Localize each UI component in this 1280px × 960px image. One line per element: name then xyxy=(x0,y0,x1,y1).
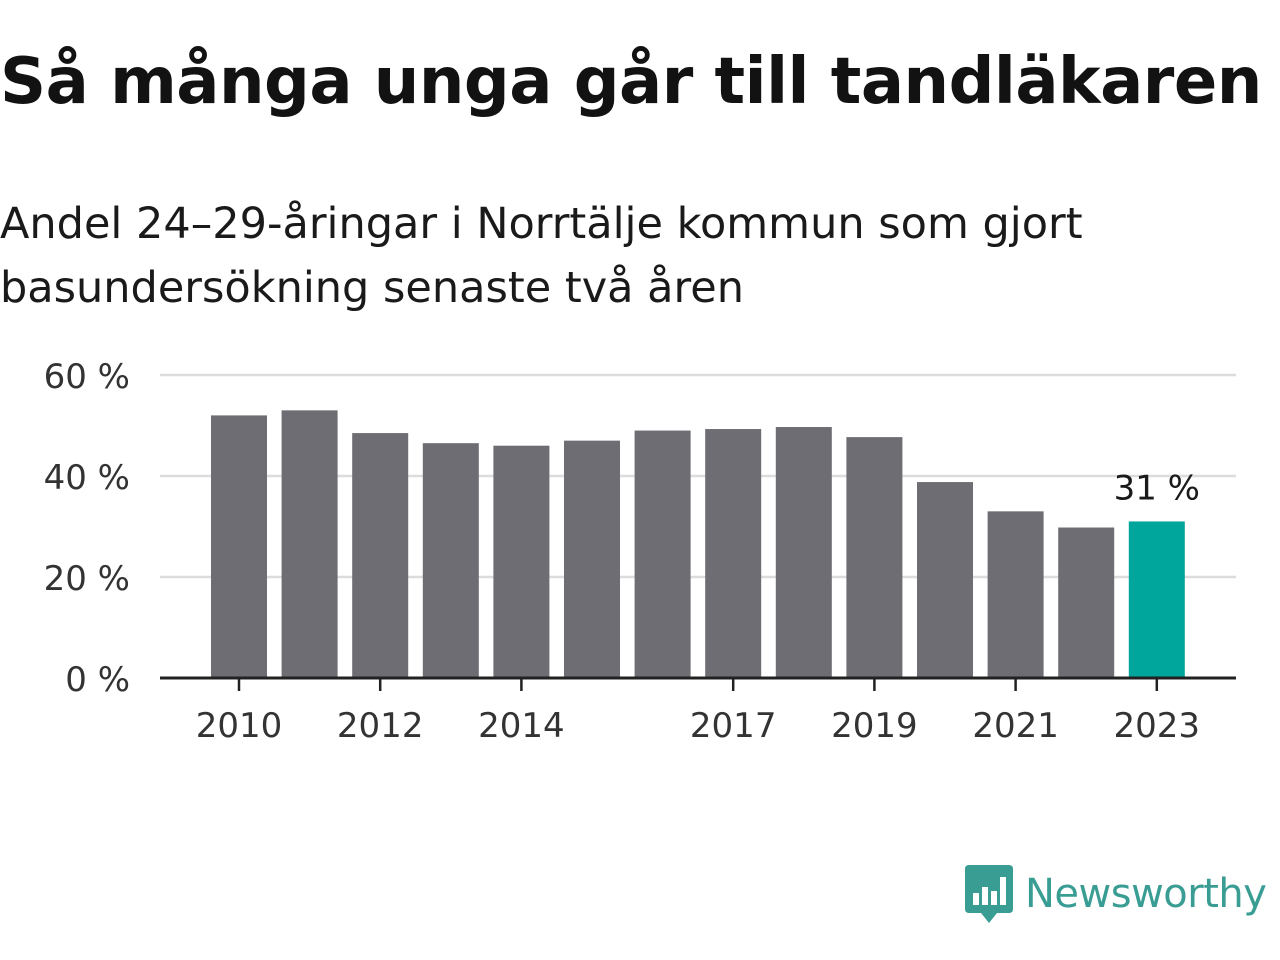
x-tick-label: 2014 xyxy=(478,706,565,746)
x-tick-label: 2023 xyxy=(1114,706,1201,746)
x-tick-label: 2012 xyxy=(337,706,424,746)
data-label: 31 % xyxy=(1114,468,1200,508)
bar-2018 xyxy=(775,427,832,678)
bar-2010 xyxy=(211,415,267,678)
x-tick-label: 2021 xyxy=(972,706,1059,746)
x-tick-label: 2017 xyxy=(690,706,777,746)
bar-2016 xyxy=(634,430,691,678)
brand-name: Newsworthy xyxy=(1025,871,1267,917)
y-tick-label: 40 % xyxy=(44,458,130,498)
bar-2020 xyxy=(917,482,973,678)
bar-2019 xyxy=(846,437,903,678)
y-tick-label: 20 % xyxy=(44,559,130,599)
chart-subtitle: Andel 24–29-åringar i Norrtälje kommun s… xyxy=(0,199,1083,313)
x-tick-label: 2010 xyxy=(196,706,283,746)
bar-2017 xyxy=(705,429,762,678)
bar-2014 xyxy=(493,445,550,678)
bar-2015 xyxy=(564,440,620,678)
bar-2011 xyxy=(281,410,338,678)
bar-2022 xyxy=(1058,527,1115,678)
bar-chart: 0 % 20 % 40 % 60 % 2010 2012 2014 2017 2019 2021 2… xyxy=(44,357,1236,746)
bar-2012 xyxy=(352,433,409,678)
x-tick-label: 2019 xyxy=(831,706,918,746)
y-tick-label: 60 % xyxy=(44,357,130,397)
y-tick-label: 0 % xyxy=(65,660,130,700)
bar-2023 xyxy=(1128,521,1185,678)
bar-2021 xyxy=(987,511,1044,678)
bar-2013 xyxy=(422,443,479,678)
bar-chart-speech-bubble-icon xyxy=(965,865,1013,923)
chart-title: Så många unga går till tandläkaren xyxy=(0,45,1262,119)
brand-logo: Newsworthy xyxy=(963,862,1267,926)
